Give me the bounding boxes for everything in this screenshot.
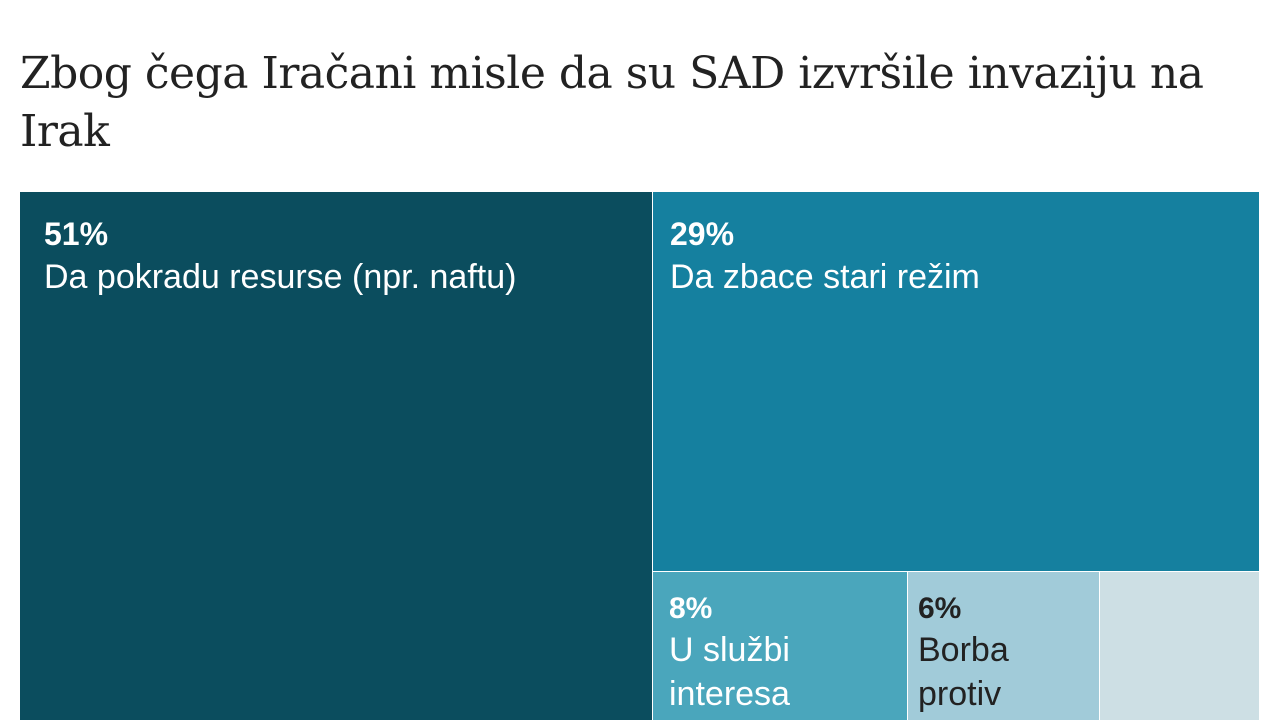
cell-label: Da pokradu resurse (npr. naftu) — [44, 258, 517, 296]
cell-label: Borba protiv — [918, 631, 1009, 713]
cell-percentage: 29% — [670, 216, 735, 252]
treemap-cell-fight-against: 6% Borba protiv — [908, 572, 1099, 720]
treemap-cell-resources: 51% Da pokradu resurse (npr. naftu) — [20, 192, 652, 720]
cell-percentage: 51% — [44, 216, 109, 252]
treemap-cell-interests: 8% U službi interesa — [653, 572, 907, 720]
cell-label: Da zbace stari režim — [670, 258, 980, 296]
chart-title: Zbog čega Iračani misle da su SAD izvrši… — [20, 48, 1204, 158]
treemap-chart: 51% Da pokradu resurse (npr. naftu) 29% … — [20, 192, 1260, 720]
cell-percentage: 8% — [669, 592, 713, 625]
treemap-cell-other — [1100, 572, 1259, 720]
cell-label: U službi interesa — [669, 631, 790, 713]
cell-percentage: 6% — [918, 592, 962, 625]
treemap-cell-regime-change: 29% Da zbace stari režim — [653, 192, 1259, 571]
